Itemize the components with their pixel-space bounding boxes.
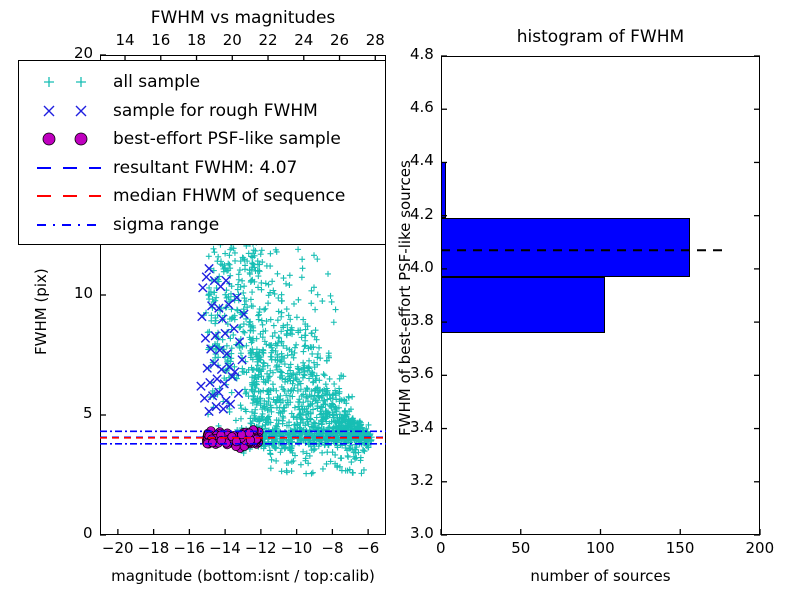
circle-icon (27, 126, 113, 152)
scatter-top-xtick-label: 18 (187, 31, 207, 49)
legend-item-label: best-effort PSF-like sample (113, 129, 341, 149)
histogram-ytick-label: 4.2 (410, 204, 434, 223)
histogram-bar (441, 218, 690, 277)
histogram-ytick-label: 3.6 (410, 364, 434, 383)
legend-item[interactable]: resultant FWHM: 4.07 (27, 155, 297, 181)
histogram-title: histogram of FWHM (516, 27, 685, 47)
dashdot-line-icon (27, 212, 113, 238)
series-rough-fwhm (196, 227, 249, 417)
legend-item[interactable]: sample for rough FWHM (27, 98, 318, 124)
histogram-xtick-label: 200 (745, 539, 775, 557)
plus-icon (27, 69, 113, 95)
dashed-line-icon (27, 183, 113, 209)
scatter-top-xtick-label: 24 (294, 31, 314, 49)
scatter-top-xtick-label: 22 (258, 31, 278, 49)
scatter-ytick-label: 20 (74, 44, 94, 62)
scatter-top-xtick-label: 26 (330, 31, 350, 49)
histogram-ytick-label: 4.6 (410, 98, 434, 117)
scatter-xtick-label: −12 (244, 539, 277, 557)
scatter-plot-title: FWHM vs magnitudes (150, 8, 336, 28)
scatter-top-xtick-label: 14 (115, 31, 135, 49)
scatter-xtick-label: −16 (173, 539, 206, 557)
histogram-xtick-label: 100 (586, 539, 615, 557)
scatter-xtick-label: −8 (321, 539, 344, 557)
scatter-xtick-label: −6 (357, 539, 380, 557)
histogram-xtick-label: 50 (511, 539, 531, 557)
scatter-top-xtick-label: 16 (151, 31, 171, 49)
scatter-xtick-label: −10 (280, 539, 313, 557)
legend-item-label: sample for rough FWHM (113, 100, 318, 121)
histogram-ytick-label: 4.8 (410, 45, 434, 63)
histogram-y-axis-label: FWHM of best-effort PSF-like sources (396, 159, 414, 436)
histogram-xtick-label: 150 (665, 539, 695, 557)
legend-item-label: resultant FWHM: 4.07 (113, 157, 298, 178)
scatter-top-xtick-label: 20 (222, 31, 242, 49)
scatter-xtick-label: −18 (137, 539, 170, 557)
histogram-ytick-label: 3.2 (410, 470, 434, 489)
scatter-ytick-label: 10 (74, 284, 94, 302)
legend-item[interactable]: all sample (27, 69, 200, 95)
histogram-x-axis-label: number of sources (530, 567, 671, 585)
scatter-xtick-label: −20 (101, 539, 134, 557)
scatter-top-xtick-label: 28 (365, 31, 385, 49)
histogram-ytick-label: 3.4 (410, 417, 434, 436)
histogram-ytick-label: 3.8 (410, 311, 434, 330)
scatter-ytick-label: 5 (83, 404, 93, 422)
histogram-ytick-label: 3.0 (410, 524, 434, 542)
histogram-ytick-label: 4.4 (410, 151, 434, 170)
legend-item-label: median FHWM of sequence (113, 186, 346, 206)
scatter-x-axis-label: magnitude (bottom:isnt / top:calib) (111, 567, 375, 585)
legend-item[interactable]: median FHWM of sequence (27, 183, 345, 209)
histogram-xtick-label: 0 (436, 539, 446, 557)
legend-item-label: all sample (113, 72, 201, 92)
dashed-line-icon (27, 155, 113, 181)
histogram-data-area (441, 56, 760, 535)
legend-item[interactable]: sigma range (27, 212, 219, 238)
scatter-ytick-label: 0 (83, 524, 93, 542)
legend-item-label: sigma range (113, 214, 220, 235)
legend-item[interactable]: best-effort PSF-like sample (27, 126, 341, 152)
scatter-xtick-label: −14 (209, 539, 241, 557)
legend: all sample sample for rough FWHM best-effo… (18, 60, 386, 245)
histogram-ytick-label: 4.0 (410, 257, 434, 276)
histogram-bar (441, 276, 606, 333)
scatter-annotation-lines (100, 430, 386, 445)
cross-icon (27, 98, 113, 124)
